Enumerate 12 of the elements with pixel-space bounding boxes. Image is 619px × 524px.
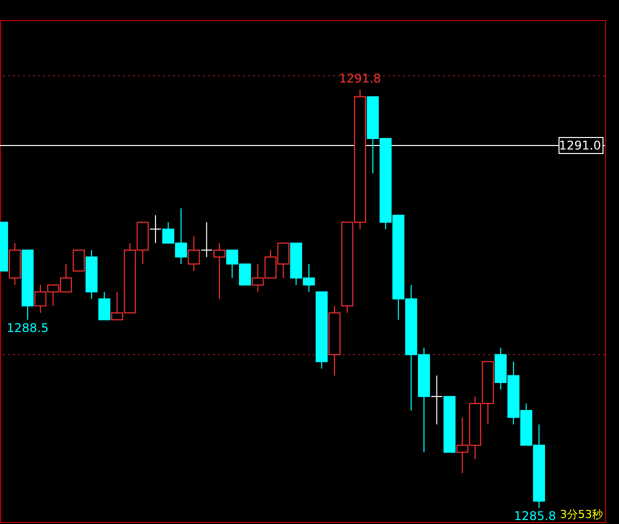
candlestick [430,375,443,425]
candlestick [98,291,110,320]
candlestick [200,222,213,258]
text: 3分53秒 [560,508,603,521]
annotation: 1291.8 [339,72,382,86]
candlestick [72,250,85,272]
ref-line-label: 1291.0 [559,138,601,152]
candlestick [213,242,226,300]
candlestick [188,236,200,272]
annotation: 1288.5 [6,320,49,335]
candlestick [149,214,162,244]
annotation: 1285.8 [514,509,556,524]
